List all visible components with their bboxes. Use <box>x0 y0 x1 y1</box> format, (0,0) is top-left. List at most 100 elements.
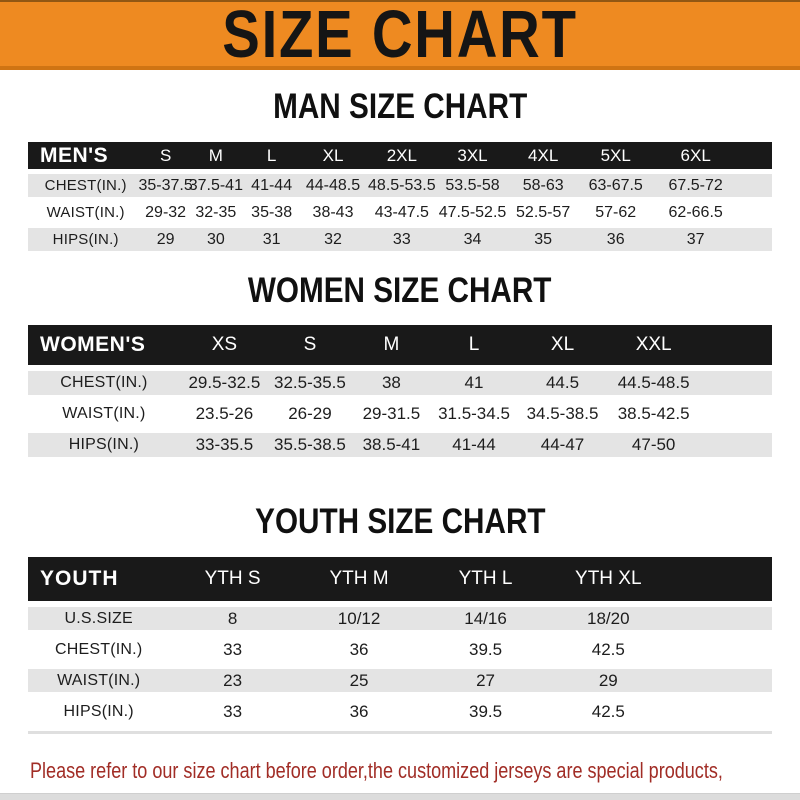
table-row: WAIST(IN.) 29-32 32-35 35-38 38-43 43-47.5 47.… <box>28 201 772 224</box>
value-cell: 42.5 <box>591 701 625 721</box>
value-cell: 39.5 <box>468 701 503 721</box>
value-cell: 35-37.5 <box>138 176 193 194</box>
youth-size-table: YOUTH YTH S YTH M YTH L YTH XL U.S.SIZE 8 10/12… <box>28 557 772 734</box>
table-title-cell: YOUTH <box>40 567 119 590</box>
disclaimer-footer: Please refer to our size chart before or… <box>0 734 800 800</box>
value-cell: 18/20 <box>587 608 630 628</box>
size-header-cell <box>738 142 771 169</box>
size-header-cell: M <box>383 334 400 355</box>
table-header-row: WOMEN'S XS S M L XL XXL <box>28 325 772 365</box>
value-cell: 31 <box>262 230 281 248</box>
value-cell: 26-29 <box>288 404 332 423</box>
row-label-cell: U.S.SIZE <box>64 609 133 627</box>
size-header-cell: 6XL <box>680 145 711 165</box>
women-size-table: WOMEN'S XS S M L XL XXL CHEST(IN.) 29.5-32.5 32.5… <box>28 325 772 457</box>
banner-title: SIZE CHART <box>222 0 578 72</box>
value-cell: 14/16 <box>464 608 507 628</box>
value-cell: 38.5-42.5 <box>617 404 690 423</box>
value-cell: 35 <box>534 230 553 248</box>
table-row: WAIST(IN.) 23 25 27 29 <box>28 669 772 692</box>
value-cell: 23.5-26 <box>195 404 254 423</box>
table-row: CHEST(IN.) 35-37.5 37.5-41 41-44 44-48.5 48.5… <box>28 174 772 197</box>
row-label-cell: CHEST(IN.) <box>55 640 143 658</box>
row-label-cell: WAIST(IN.) <box>62 405 146 422</box>
value-cell: 52.5-57 <box>516 203 571 221</box>
men-size-table: MEN'S S M L XL 2XL 3XL 4XL 5XL 6XL CHEST(IN.) 35-37… <box>28 142 772 251</box>
value-cell: 32-35 <box>195 203 237 221</box>
women-section-heading-text: WOMEN SIZE CHART <box>248 269 552 310</box>
size-header-cell: XXL <box>635 334 672 355</box>
bottom-edge-strip <box>0 793 800 800</box>
value-cell: 8 <box>227 608 238 628</box>
size-header-cell: 5XL <box>600 145 631 165</box>
size-header-cell: XL <box>322 145 344 165</box>
size-header-cell: M <box>208 145 223 165</box>
table-row: HIPS(IN.) 29 30 31 32 33 34 35 36 37 <box>28 228 772 251</box>
value-cell: 58-63 <box>522 176 564 194</box>
table-row: HIPS(IN.) 33 36 39.5 42.5 <box>28 700 772 723</box>
value-cell: 47-50 <box>631 435 676 454</box>
value-cell: 36 <box>606 230 625 248</box>
value-cell: 31.5-34.5 <box>438 404 510 423</box>
value-cell: 29 <box>598 670 618 690</box>
size-header-cell: 2XL <box>386 145 417 165</box>
value-cell <box>668 607 772 630</box>
size-header-cell: XS <box>211 334 238 355</box>
value-cell <box>698 371 772 395</box>
table-row: CHEST(IN.) 33 36 39.5 42.5 <box>28 638 772 661</box>
value-cell <box>698 433 772 457</box>
man-section-heading: MAN SIZE CHART <box>0 70 800 142</box>
value-cell: 29 <box>156 230 175 248</box>
value-cell: 38 <box>381 373 401 392</box>
value-cell <box>698 402 772 426</box>
disclaimer-line-1: Please refer to our size chart before or… <box>30 758 723 783</box>
size-header-cell: YTH XL <box>575 568 642 589</box>
value-cell: 48.5-53.5 <box>368 176 436 194</box>
value-cell: 35-38 <box>251 203 293 221</box>
value-cell: 33 <box>392 230 411 248</box>
table-row: U.S.SIZE 8 10/12 14/16 18/20 <box>28 607 772 630</box>
value-cell: 29.5-32.5 <box>188 373 261 392</box>
value-cell: 37 <box>686 230 705 248</box>
value-cell: 53.5-58 <box>445 176 500 194</box>
value-cell: 41-44 <box>452 435 496 454</box>
size-header-cell: L <box>266 145 277 165</box>
value-cell: 62-66.5 <box>668 203 723 221</box>
row-label-cell: CHEST(IN.) <box>44 177 127 194</box>
value-cell <box>668 638 772 661</box>
size-header-cell <box>668 557 772 601</box>
value-cell: 39.5 <box>468 639 503 659</box>
value-cell <box>738 174 771 197</box>
value-cell: 47.5-52.5 <box>438 203 507 221</box>
value-cell: 44.5 <box>545 373 580 392</box>
value-cell: 35.5-38.5 <box>274 435 346 454</box>
value-cell: 33 <box>223 639 243 659</box>
size-chart-banner: SIZE CHART <box>0 0 800 72</box>
row-label-cell: HIPS(IN.) <box>63 702 134 720</box>
table-row: CHEST(IN.) 29.5-32.5 32.5-35.5 38 41 44.5 44.5… <box>28 371 772 395</box>
table-title-cell: WOMEN'S <box>40 333 146 356</box>
value-cell: 33-35.5 <box>195 435 254 454</box>
value-cell: 33 <box>223 701 243 721</box>
row-label-cell: CHEST(IN.) <box>60 374 148 391</box>
table-header-row: MEN'S S M L XL 2XL 3XL 4XL 5XL 6XL <box>28 142 772 169</box>
value-cell: 36 <box>349 639 369 659</box>
size-header-cell: YTH M <box>329 568 389 589</box>
size-header-cell: 4XL <box>528 145 559 165</box>
value-cell: 23 <box>223 670 243 690</box>
value-cell: 10/12 <box>337 608 381 628</box>
table-row: WAIST(IN.) 23.5-26 26-29 29-31.5 31.5-34.5 34… <box>28 402 772 426</box>
youth-section-heading-text: YOUTH SIZE CHART <box>254 499 546 540</box>
man-section-heading-text: MAN SIZE CHART <box>272 85 528 126</box>
value-cell: 44.5-48.5 <box>617 373 690 392</box>
table-title-cell: MEN'S <box>40 143 109 167</box>
size-header-cell: YTH S <box>204 568 261 589</box>
value-cell: 44-47 <box>540 435 585 454</box>
size-header-cell: YTH L <box>458 568 513 589</box>
value-cell: 41-44 <box>251 176 293 194</box>
size-header-cell <box>698 325 772 365</box>
table-header-row: YOUTH YTH S YTH M YTH L YTH XL <box>28 557 772 601</box>
value-cell: 34 <box>463 230 482 248</box>
value-cell: 63-67.5 <box>588 176 643 194</box>
value-cell <box>738 228 771 251</box>
